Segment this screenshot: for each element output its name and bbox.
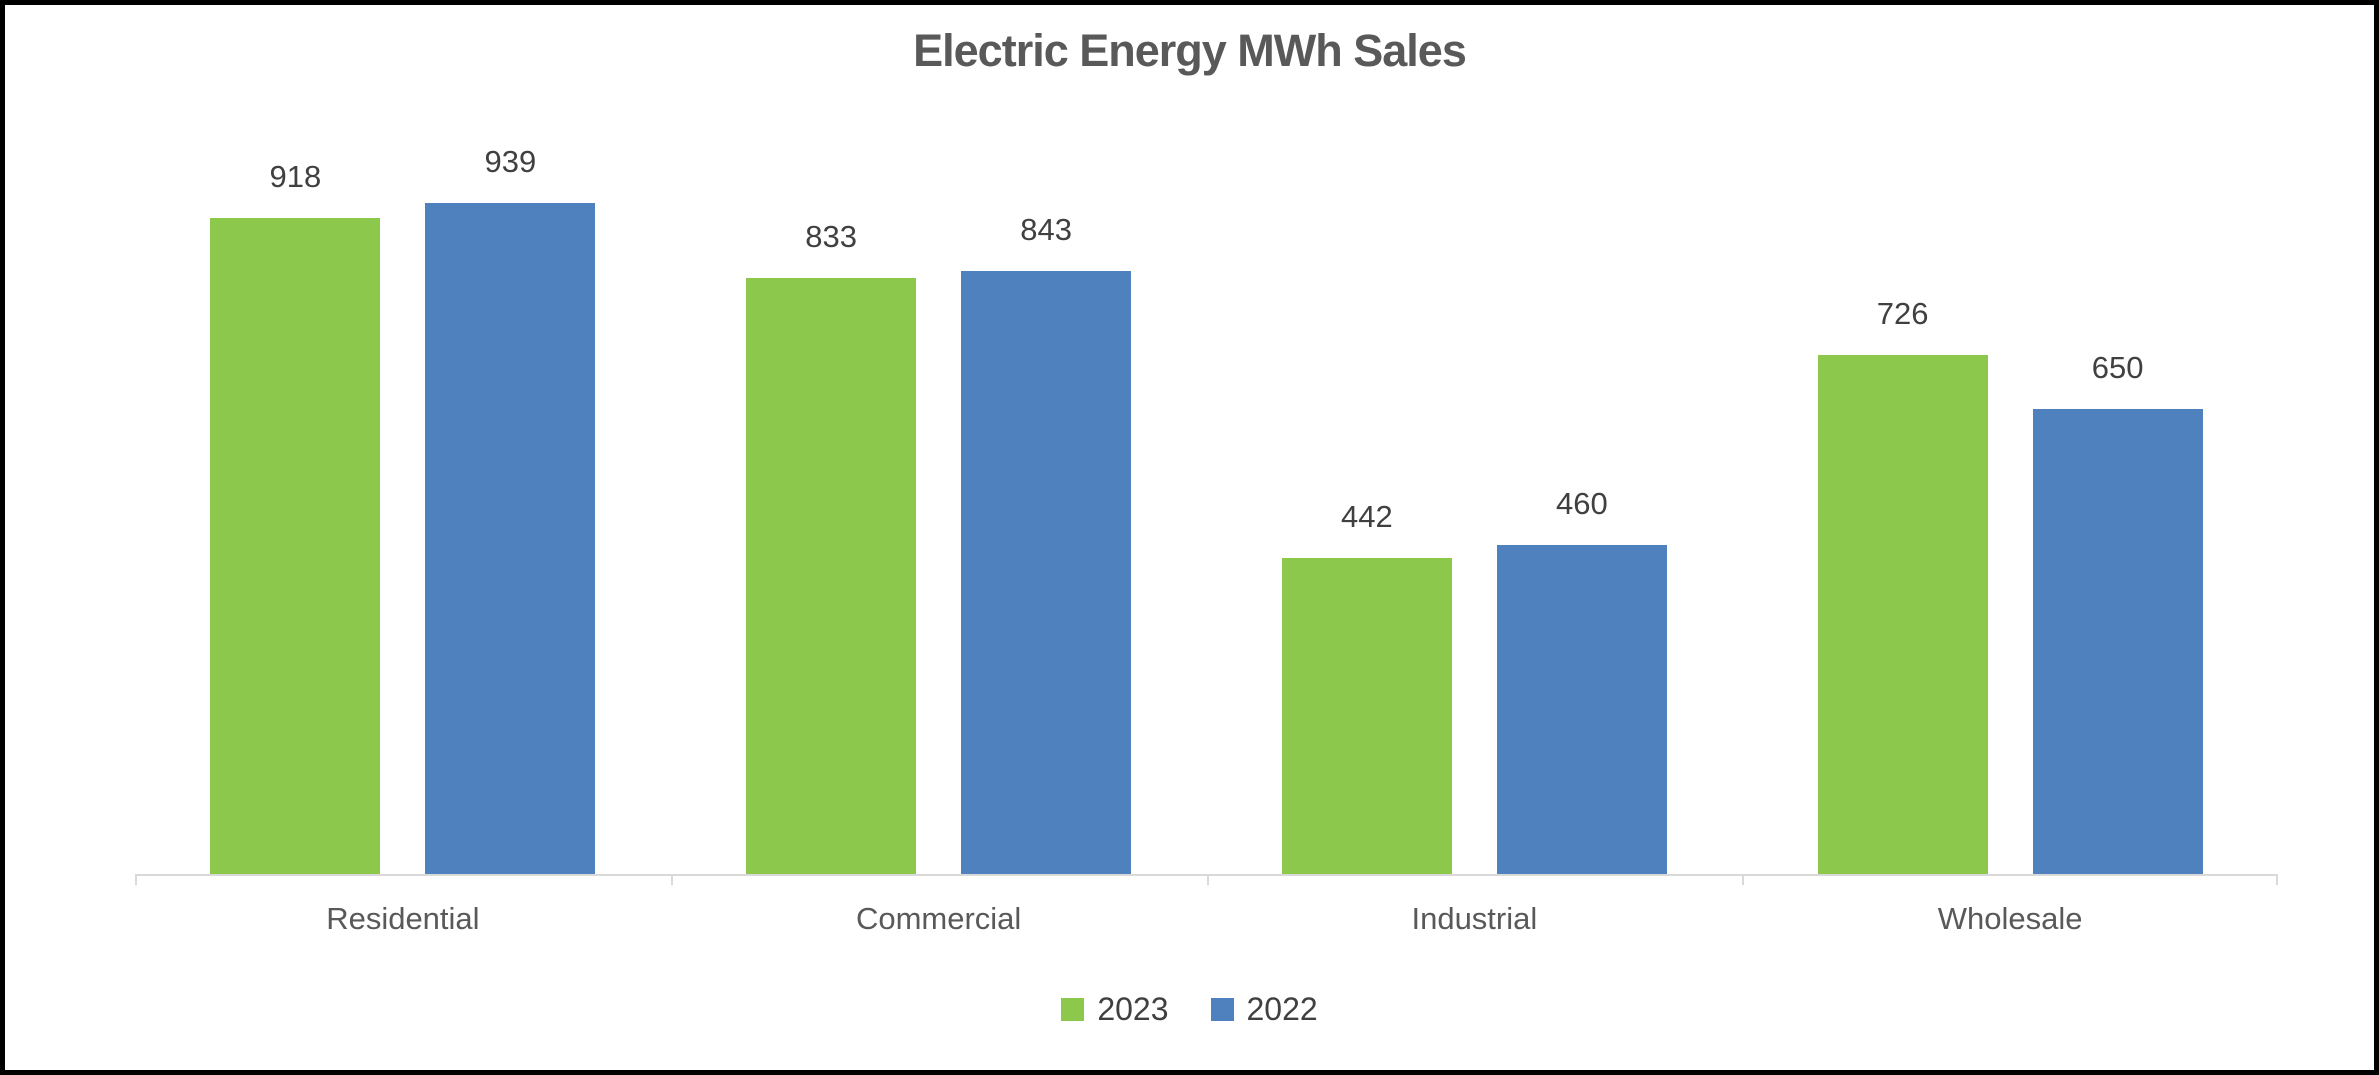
legend-item-2023: 2023: [1061, 991, 1169, 1027]
chart-title: Electric Energy MWh Sales: [913, 25, 1467, 76]
value-label-2022-residential: 939: [484, 144, 537, 179]
value-label-2023-industrial: 442: [1341, 499, 1393, 534]
value-label-2022-industrial: 460: [1556, 486, 1608, 521]
axis-tick: [2276, 874, 2278, 885]
axis-tick: [1206, 874, 1209, 885]
value-label-2022-commercial: 843: [1020, 212, 1072, 247]
legend-swatch-2023-icon: [1061, 997, 1085, 1021]
category-labels: Residential Commercial Industrial Wholesale: [135, 901, 2278, 937]
legend: 2023 2022: [5, 993, 2374, 1025]
value-label-2022-wholesale: 650: [2091, 350, 2144, 385]
legend-item-2022: 2022: [1210, 991, 1318, 1027]
plot-area: 918 939 833 843 442 460 726 650: [135, 146, 2278, 874]
bar-group-wholesale: 726 650: [1742, 159, 2278, 874]
legend-label-2023: 2023: [1097, 991, 1169, 1027]
bar-2022-residential: 939: [425, 146, 596, 874]
bar-2022-commercial: 843: [961, 214, 1132, 874]
bar-2022-industrial: 460: [1496, 488, 1667, 874]
value-label-2023-wholesale: 726: [1876, 296, 1929, 331]
category-label-commercial: Commercial: [855, 901, 1022, 936]
value-label-2023-residential: 918: [269, 159, 322, 194]
bar-2023-industrial: 442: [1281, 501, 1452, 874]
bar-2023-residential: 918: [210, 161, 381, 874]
bar-group-industrial: 442 460: [1207, 159, 1743, 874]
bar-2023-wholesale: 726: [1817, 298, 1988, 874]
legend-swatch-2022-icon: [1210, 997, 1234, 1021]
axis-tick: [670, 874, 673, 885]
bar-2023-commercial: 833: [746, 221, 917, 874]
value-label-2023-commercial: 833: [805, 219, 857, 254]
bar-group-commercial: 833 843: [671, 159, 1207, 874]
x-axis-line: [135, 874, 2278, 885]
category-label-residential: Residential: [326, 901, 480, 936]
bar-2022-wholesale: 650: [2032, 352, 2203, 874]
bar-group-residential: 918 939: [135, 146, 671, 874]
category-label-industrial: Industrial: [1411, 901, 1538, 936]
axis-tick: [135, 874, 137, 885]
legend-label-2022: 2022: [1246, 991, 1318, 1027]
axis-tick: [1742, 874, 1745, 885]
category-label-wholesale: Wholesale: [1937, 901, 2083, 936]
